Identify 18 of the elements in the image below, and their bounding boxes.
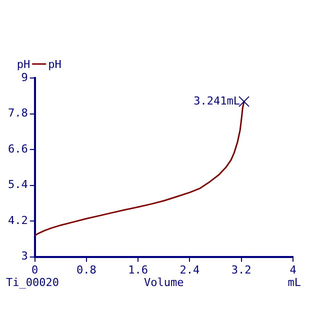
annotation: 3.241mL <box>194 94 240 108</box>
y-tick-label: 7.8 <box>8 106 28 120</box>
x-tick-label: 0.8 <box>76 263 96 276</box>
y-axis-title: pH <box>16 58 30 71</box>
x-tick-label: 4 <box>290 263 297 276</box>
x-axis-title: Volume <box>144 276 184 289</box>
x-tick-label: 0 <box>32 263 38 276</box>
text: Ti_00020 <box>6 276 59 289</box>
y-tick-label: 9 <box>21 70 28 84</box>
x-tick-label: 2.4 <box>180 263 200 276</box>
x-tick-label: 1.6 <box>128 263 148 276</box>
legend-label: pH <box>48 58 62 71</box>
y-tick-label: 3 <box>21 250 28 263</box>
y-tick-label: 5.4 <box>8 178 28 192</box>
y-tick-label: 6.6 <box>8 142 28 156</box>
y-tick-label: 4.2 <box>8 214 28 227</box>
text: mL <box>288 276 302 289</box>
x-tick-label: 3.2 <box>231 263 252 276</box>
